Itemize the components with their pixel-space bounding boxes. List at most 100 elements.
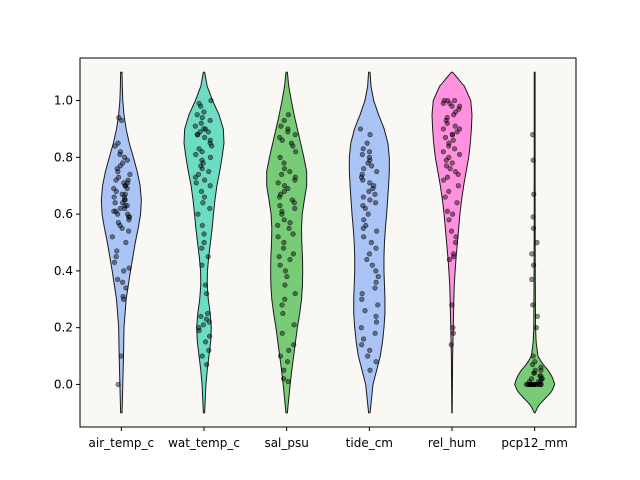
data-point bbox=[373, 313, 379, 319]
x-tick-label: sal_psu bbox=[264, 436, 308, 450]
data-point bbox=[115, 211, 121, 217]
data-point bbox=[360, 336, 367, 342]
data-point bbox=[199, 166, 205, 172]
data-point bbox=[282, 296, 288, 302]
data-point bbox=[206, 333, 213, 339]
data-point bbox=[450, 251, 457, 257]
data-point bbox=[366, 188, 372, 195]
data-point bbox=[530, 214, 536, 220]
data-point bbox=[199, 353, 205, 359]
data-point bbox=[196, 100, 202, 107]
data-point bbox=[111, 259, 118, 265]
data-point bbox=[532, 359, 538, 365]
data-point bbox=[440, 149, 446, 155]
data-point bbox=[287, 256, 293, 263]
data-point bbox=[281, 117, 287, 124]
data-point bbox=[207, 137, 213, 143]
data-point bbox=[202, 177, 208, 183]
data-point bbox=[532, 367, 538, 373]
data-point bbox=[452, 168, 459, 175]
data-point bbox=[118, 353, 124, 359]
data-point bbox=[452, 239, 459, 246]
data-point bbox=[366, 149, 373, 155]
data-point bbox=[117, 205, 124, 212]
data-point bbox=[279, 302, 285, 308]
data-point bbox=[201, 194, 208, 200]
data-point bbox=[538, 367, 544, 373]
data-point bbox=[115, 381, 121, 388]
data-point bbox=[530, 225, 537, 231]
data-point bbox=[287, 168, 293, 175]
data-point bbox=[281, 376, 287, 382]
data-point bbox=[288, 140, 295, 146]
data-point bbox=[114, 248, 120, 254]
data-point bbox=[290, 143, 296, 149]
data-point bbox=[275, 180, 281, 186]
x-tick-label: pcp12_mm bbox=[501, 436, 567, 450]
data-point bbox=[281, 160, 287, 166]
data-point bbox=[201, 109, 207, 115]
data-point bbox=[116, 115, 122, 121]
data-point bbox=[120, 160, 126, 166]
data-point bbox=[358, 325, 364, 331]
data-point bbox=[292, 205, 298, 212]
data-point bbox=[193, 180, 199, 186]
data-point bbox=[367, 347, 373, 353]
y-tick-label: 0.4 bbox=[54, 264, 73, 278]
data-point bbox=[207, 183, 213, 189]
data-point bbox=[454, 200, 460, 206]
data-point bbox=[195, 171, 202, 177]
data-point bbox=[205, 254, 211, 260]
data-point bbox=[530, 132, 536, 138]
data-point bbox=[372, 200, 379, 206]
data-point bbox=[199, 262, 205, 268]
data-point bbox=[278, 123, 284, 129]
data-point bbox=[278, 191, 284, 197]
x-tick-label: wat_temp_c bbox=[168, 436, 240, 450]
data-point bbox=[292, 132, 298, 138]
data-point bbox=[360, 146, 366, 152]
x-tick-label: rel_hum bbox=[428, 436, 476, 450]
data-point bbox=[109, 234, 115, 240]
violin-sal_psu bbox=[266, 71, 308, 414]
data-point bbox=[285, 112, 292, 118]
data-point bbox=[446, 188, 452, 195]
data-point bbox=[364, 256, 370, 263]
data-point bbox=[291, 322, 297, 328]
data-point bbox=[279, 208, 285, 214]
data-point bbox=[277, 353, 284, 359]
data-point bbox=[534, 239, 540, 246]
data-point bbox=[448, 228, 455, 234]
data-point bbox=[359, 151, 365, 158]
data-point bbox=[361, 234, 367, 240]
violin-rel_hum bbox=[431, 71, 473, 414]
data-point bbox=[370, 185, 376, 192]
data-point bbox=[456, 151, 463, 158]
data-point bbox=[360, 177, 366, 183]
data-point bbox=[279, 330, 285, 336]
data-point bbox=[451, 146, 458, 152]
y-tick-label: 0.8 bbox=[54, 150, 73, 164]
data-point bbox=[361, 217, 367, 223]
data-point bbox=[440, 126, 446, 132]
data-point bbox=[202, 126, 208, 132]
data-point bbox=[293, 149, 299, 155]
data-point bbox=[443, 117, 449, 124]
y-tick-label: 0.6 bbox=[54, 207, 73, 221]
data-point bbox=[292, 174, 298, 180]
data-point bbox=[115, 140, 121, 146]
data-point bbox=[456, 126, 463, 132]
data-point bbox=[117, 222, 123, 229]
data-point bbox=[201, 126, 207, 132]
data-point bbox=[277, 262, 283, 268]
data-point bbox=[121, 180, 127, 186]
data-point bbox=[373, 268, 379, 274]
violin-air_temp_c bbox=[100, 71, 142, 414]
data-point bbox=[209, 143, 215, 149]
data-point bbox=[372, 191, 378, 197]
data-point bbox=[281, 166, 288, 172]
violins-layer bbox=[100, 71, 556, 414]
data-point bbox=[531, 370, 537, 376]
data-point bbox=[199, 157, 205, 163]
data-point bbox=[206, 168, 212, 175]
